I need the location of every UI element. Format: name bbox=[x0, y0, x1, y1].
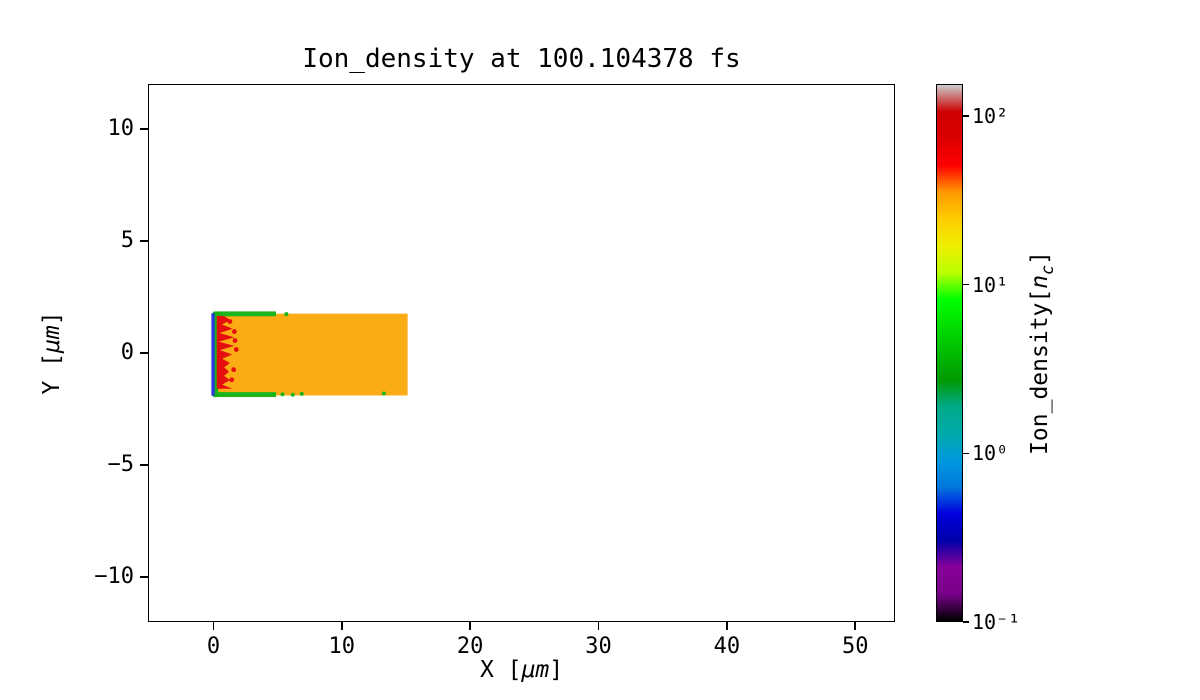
x-tick-mark bbox=[597, 622, 600, 630]
x-axis-label-unit: μm bbox=[521, 657, 550, 683]
y-tick-mark bbox=[140, 240, 148, 242]
colorbar-tick-mark bbox=[963, 283, 969, 286]
x-tick-mark bbox=[854, 622, 856, 630]
colorbar-label: Ion_density[nc] bbox=[1027, 251, 1057, 455]
x-tick-label: 20 bbox=[456, 634, 484, 659]
colorbar-tick-mark bbox=[963, 115, 969, 117]
green-specks bbox=[290, 392, 295, 397]
front-surface-red bbox=[216, 315, 235, 389]
x-tick-label: 50 bbox=[841, 634, 869, 659]
target-edge-bottom bbox=[213, 392, 277, 398]
front-edge-green bbox=[212, 311, 219, 398]
target-edge-top bbox=[213, 311, 277, 317]
colorbar bbox=[936, 84, 963, 622]
x-tick-mark bbox=[469, 622, 471, 630]
y-tick-mark bbox=[140, 576, 148, 578]
target-bulk bbox=[214, 313, 408, 396]
colorbar-tick-label: 10⁻¹ bbox=[972, 610, 1021, 634]
y-axis-label-post: ] bbox=[39, 311, 65, 326]
red-specks bbox=[232, 338, 238, 343]
green-specks bbox=[299, 391, 304, 396]
y-tick-label: 0 bbox=[120, 340, 134, 365]
colorbar-label-post: ] bbox=[1027, 251, 1054, 265]
colorbar-tick-mark bbox=[963, 621, 969, 623]
x-tick-mark bbox=[212, 622, 215, 630]
colorbar-tick-label: 10⁰ bbox=[972, 441, 1009, 466]
plot-area bbox=[148, 84, 895, 622]
y-tick-label: 10 bbox=[107, 115, 135, 141]
red-specks bbox=[231, 329, 237, 334]
chart-title: Ion_density at 100.104378 fs bbox=[302, 44, 741, 74]
colorbar-label-pre: Ion_density[ bbox=[1027, 288, 1054, 455]
y-tick-label: −5 bbox=[107, 452, 135, 478]
colorbar-label-sub: c bbox=[1037, 264, 1057, 275]
x-tick-label: 0 bbox=[206, 634, 221, 659]
red-specks bbox=[231, 367, 237, 373]
x-tick-label: 30 bbox=[585, 634, 612, 659]
colorbar-label-var: n bbox=[1027, 274, 1054, 289]
green-specks bbox=[280, 392, 285, 397]
red-specks bbox=[233, 347, 239, 352]
y-tick-label: −10 bbox=[94, 564, 134, 590]
colorbar-tick-label: 10² bbox=[972, 104, 1009, 129]
y-tick-mark bbox=[140, 128, 148, 130]
y-tick-mark bbox=[140, 464, 148, 466]
heatmap-canvas bbox=[211, 311, 408, 398]
x-tick-mark bbox=[726, 622, 728, 630]
x-tick-label: 40 bbox=[713, 634, 741, 659]
x-axis-label-post: ] bbox=[549, 657, 564, 683]
green-specks bbox=[284, 312, 289, 317]
colorbar-tick-label: 10¹ bbox=[972, 272, 1009, 297]
y-tick-label: 5 bbox=[120, 227, 134, 253]
x-tick-label: 10 bbox=[328, 634, 356, 659]
x-axis-label-pre: X [ bbox=[479, 657, 522, 683]
red-specks bbox=[227, 319, 233, 324]
front-edge-blue bbox=[211, 313, 215, 396]
red-specks bbox=[229, 377, 235, 383]
x-axis-label: X [μm] bbox=[148, 657, 895, 683]
x-tick-mark bbox=[341, 622, 343, 630]
green-specks bbox=[381, 391, 386, 396]
y-tick-mark bbox=[140, 352, 148, 354]
colorbar-tick-mark bbox=[963, 452, 969, 455]
